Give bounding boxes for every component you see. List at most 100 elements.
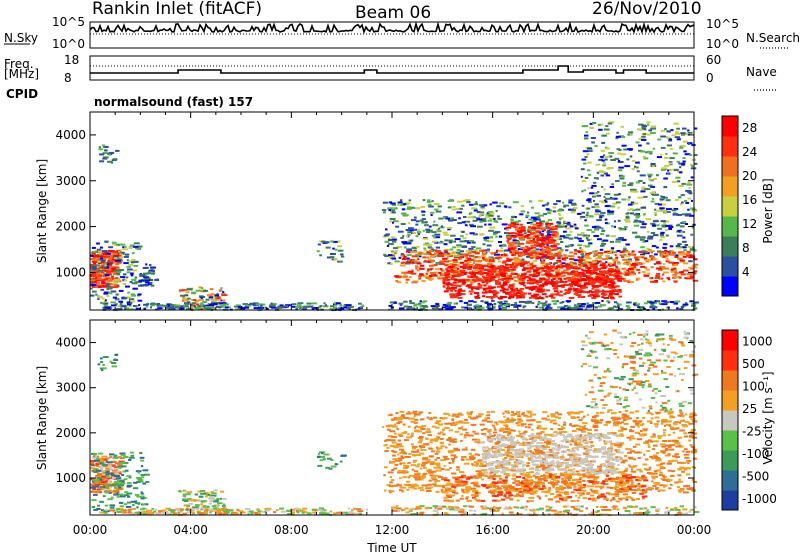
heatmap-cell xyxy=(435,435,440,438)
heatmap-cell xyxy=(487,240,494,243)
heatmap-cell xyxy=(555,271,559,274)
heatmap-cell xyxy=(538,214,545,217)
heatmap-cell xyxy=(668,226,674,228)
heatmap-cell xyxy=(473,271,479,274)
heatmap-cell xyxy=(402,242,407,245)
heatmap-cell xyxy=(607,252,612,254)
heatmap-cell xyxy=(451,284,455,287)
heatmap-cell xyxy=(616,268,620,271)
heatmap-cell xyxy=(113,490,118,493)
heatmap-cell xyxy=(330,459,334,461)
heatmap-cell xyxy=(522,267,529,270)
heatmap-cell xyxy=(462,265,466,268)
heatmap-cell xyxy=(113,278,118,281)
heatmap-cell xyxy=(606,274,609,277)
heatmap-cell xyxy=(443,243,448,246)
heatmap-cell xyxy=(548,295,554,298)
heatmap-cell xyxy=(601,141,606,144)
heatmap-cell xyxy=(98,146,102,149)
heatmap-cell xyxy=(574,249,581,252)
heatmap-cell xyxy=(577,263,582,266)
heatmap-cell xyxy=(192,506,198,509)
heatmap-cell xyxy=(647,249,651,252)
heatmap-cell xyxy=(200,287,203,289)
heatmap-cell xyxy=(437,230,442,233)
heatmap-cell xyxy=(406,248,413,251)
heatmap-cell xyxy=(90,269,94,272)
heatmap-cell xyxy=(592,122,595,125)
heatmap-cell xyxy=(270,302,273,305)
heatmap-cell xyxy=(423,275,430,278)
heatmap-cell xyxy=(642,214,646,217)
heatmap-cell xyxy=(539,288,543,290)
heatmap-cell xyxy=(680,201,684,204)
heatmap-cell xyxy=(659,471,663,474)
heatmap-cell xyxy=(235,512,240,515)
heatmap-cell xyxy=(454,257,460,260)
heatmap-cell xyxy=(201,507,206,510)
heatmap-cell xyxy=(547,464,553,467)
heatmap-cell xyxy=(618,159,621,162)
heatmap-cell xyxy=(136,506,139,509)
heatmap-cell xyxy=(682,157,686,159)
heatmap-cell xyxy=(588,242,593,245)
heatmap-cell xyxy=(330,465,337,468)
heatmap-cell xyxy=(560,248,564,251)
heatmap-cell xyxy=(685,254,692,257)
heatmap-cell xyxy=(557,222,562,225)
heatmap-cell xyxy=(624,253,627,256)
nsearch-label: N.Search xyxy=(746,31,800,45)
heatmap-cell xyxy=(509,248,515,250)
heatmap-cell xyxy=(94,268,97,271)
heatmap-cell xyxy=(117,487,123,490)
heatmap-cell xyxy=(682,221,687,224)
heatmap-cell xyxy=(384,255,389,257)
heatmap-cell xyxy=(504,253,507,256)
heatmap-cell xyxy=(536,432,539,435)
heatmap-cell xyxy=(405,278,410,281)
heatmap-cell xyxy=(505,275,512,278)
heatmap-cell xyxy=(578,305,583,308)
heatmap-cell xyxy=(421,252,427,255)
heatmap-cell xyxy=(500,266,507,269)
heatmap-cell xyxy=(507,242,513,244)
heatmap-cell xyxy=(114,298,120,301)
heatmap-cell xyxy=(92,470,98,473)
heatmap-cell xyxy=(118,493,124,496)
heatmap-cell xyxy=(691,165,694,167)
heatmap-cell xyxy=(470,225,476,228)
heatmap-cell xyxy=(587,268,590,271)
heatmap-cell xyxy=(506,234,512,237)
heatmap-cell xyxy=(636,262,642,265)
heatmap-cell xyxy=(113,255,119,258)
heatmap-cell xyxy=(553,262,558,265)
heatmap-cell xyxy=(615,180,620,182)
heatmap-cell xyxy=(398,256,402,259)
heatmap-cell xyxy=(200,492,207,495)
heatmap-cell xyxy=(582,284,587,287)
heatmap-cell xyxy=(547,235,551,238)
heatmap-cell xyxy=(631,271,635,274)
heatmap-cell xyxy=(546,231,552,233)
heatmap-cell xyxy=(95,469,102,472)
heatmap-cell xyxy=(185,508,191,511)
heatmap-cell xyxy=(635,141,640,144)
heatmap-cell xyxy=(110,490,115,493)
heatmap-cell xyxy=(649,191,656,194)
heatmap-cell xyxy=(578,285,583,287)
heatmap-cell xyxy=(432,274,438,277)
heatmap-cell xyxy=(429,252,432,255)
heatmap-cell xyxy=(110,362,117,364)
heatmap-cell xyxy=(442,216,446,219)
heatmap-cell xyxy=(90,258,95,260)
heatmap-cell xyxy=(528,274,531,277)
heatmap-cell xyxy=(464,224,468,227)
heatmap-cell xyxy=(90,254,94,257)
heatmap-cell xyxy=(670,147,673,150)
heatmap-cell xyxy=(476,294,480,297)
ytick-label: 1000 xyxy=(55,265,86,279)
heatmap-cell xyxy=(118,501,124,504)
heatmap-cell xyxy=(463,273,467,275)
heatmap-cell xyxy=(101,475,107,478)
